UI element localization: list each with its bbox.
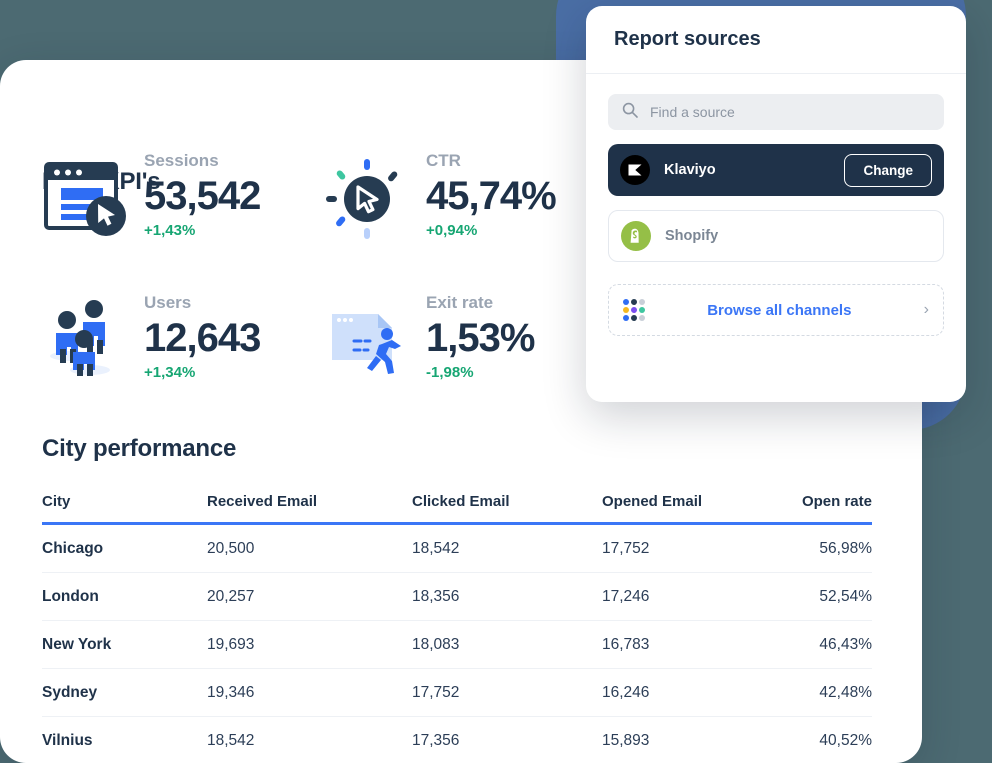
kpi-label: Users xyxy=(144,293,192,312)
kpi-label: Sessions xyxy=(144,151,219,170)
table-row: Vilnius 18,542 17,356 15,893 40,52% xyxy=(42,717,872,763)
cell-opened: 17,752 xyxy=(602,523,792,573)
cell-clicked: 17,752 xyxy=(412,668,602,717)
section-title-city-performance: City performance xyxy=(42,435,237,462)
cell-clicked: 18,542 xyxy=(412,523,602,573)
table-row: New York 19,693 18,083 16,783 46,43% xyxy=(42,620,872,669)
source-item-shopify[interactable]: Shopify xyxy=(608,210,944,262)
panel-header: Report sources xyxy=(586,6,966,74)
source-name: Klaviyo xyxy=(664,162,716,178)
cell-clicked: 17,356 xyxy=(412,732,460,749)
kpi-value: 53,542 xyxy=(144,173,261,218)
search-field[interactable] xyxy=(608,94,944,130)
source-name: Shopify xyxy=(665,228,719,244)
cell-open-rate: 56,98% xyxy=(792,523,872,573)
kpi-label: Exit rate xyxy=(426,293,494,312)
cell-open-rate: 40,52% xyxy=(819,732,872,749)
panel-body: Klaviyo Change Shopify Browse all channe… xyxy=(586,74,966,336)
cell-city: Chicago xyxy=(42,523,207,573)
table-body: Chicago 20,500 18,542 17,752 56,98% Lond… xyxy=(42,523,872,763)
cursor-click-burst-icon xyxy=(324,154,410,240)
cell-opened: 16,783 xyxy=(602,620,792,669)
table-header-row: City Received Email Clicked Email Opened… xyxy=(42,493,872,525)
change-button[interactable]: Change xyxy=(844,153,932,187)
search-input[interactable] xyxy=(650,104,930,120)
cell-received: 18,542 xyxy=(207,732,255,749)
cell-city: New York xyxy=(42,620,207,669)
shopify-icon xyxy=(621,221,651,251)
table-row: Chicago 20,500 18,542 17,752 56,98% xyxy=(42,523,872,573)
column-header-received-email[interactable]: Received Email xyxy=(207,493,412,525)
city-performance-section: City performance City Received Email Cli… xyxy=(42,435,872,763)
cell-clicked: 18,083 xyxy=(412,620,602,669)
city-performance-table: City Received Email Clicked Email Opened… xyxy=(42,493,872,763)
browse-all-channels-label: Browse all channels xyxy=(707,301,852,319)
users-group-icon xyxy=(42,296,128,382)
cell-clicked: 18,356 xyxy=(412,572,602,621)
cell-opened: 15,893 xyxy=(602,732,650,749)
chevron-right-icon: › xyxy=(923,301,929,318)
kpi-value: 12,643 xyxy=(144,315,261,360)
cell-opened: 17,246 xyxy=(602,572,792,621)
kpi-card-sessions: Sessions 53,542 +1,43% xyxy=(42,148,324,290)
column-header-open-rate[interactable]: Open rate xyxy=(792,493,872,525)
kpi-delta: +1,43% xyxy=(144,221,196,239)
search-icon xyxy=(622,102,638,123)
kpi-grid: Sessions 53,542 +1,43% CTR xyxy=(42,148,602,432)
kpi-label: CTR xyxy=(426,151,461,170)
table-row: London 20,257 18,356 17,246 52,54% xyxy=(42,572,872,621)
kpi-card-exit-rate: Exit rate 1,53% -1,98% xyxy=(324,290,606,432)
report-sources-panel: Report sources Klaviyo Change xyxy=(586,6,966,402)
kpi-card-users: Users 12,643 +1,34% xyxy=(42,290,324,432)
column-header-city[interactable]: City xyxy=(42,493,207,525)
kpi-value: 1,53% xyxy=(426,315,535,360)
kpi-delta: -1,98% xyxy=(426,363,474,381)
kpi-card-ctr: CTR 45,74% +0,94% xyxy=(324,148,606,290)
cell-open-rate: 46,43% xyxy=(792,620,872,669)
cell-received: 19,346 xyxy=(207,668,412,717)
cell-open-rate: 52,54% xyxy=(792,572,872,621)
cell-city: Vilnius xyxy=(42,732,93,749)
cell-received: 20,257 xyxy=(207,572,412,621)
column-header-clicked-email[interactable]: Clicked Email xyxy=(412,493,602,525)
column-header-opened-email[interactable]: Opened Email xyxy=(602,493,792,525)
cell-city: London xyxy=(42,572,207,621)
cell-received: 20,500 xyxy=(207,523,412,573)
kpi-delta: +1,34% xyxy=(144,363,196,381)
table-header: City Received Email Clicked Email Opened… xyxy=(42,493,872,525)
source-item-klaviyo[interactable]: Klaviyo Change xyxy=(608,144,944,196)
panel-title: Report sources xyxy=(614,28,761,50)
klaviyo-icon xyxy=(620,155,650,185)
browser-window-cursor-icon xyxy=(42,154,128,240)
kpi-value: 45,74% xyxy=(426,173,557,218)
apps-grid-icon xyxy=(623,299,645,321)
page-exit-runner-icon xyxy=(324,296,410,382)
kpi-delta: +0,94% xyxy=(426,221,478,239)
cell-city: Sydney xyxy=(42,668,207,717)
cell-opened: 16,246 xyxy=(602,668,792,717)
browse-all-channels-button[interactable]: Browse all channels › xyxy=(608,284,944,336)
table-row: Sydney 19,346 17,752 16,246 42,48% xyxy=(42,668,872,717)
cell-received: 19,693 xyxy=(207,620,412,669)
cell-open-rate: 42,48% xyxy=(792,668,872,717)
